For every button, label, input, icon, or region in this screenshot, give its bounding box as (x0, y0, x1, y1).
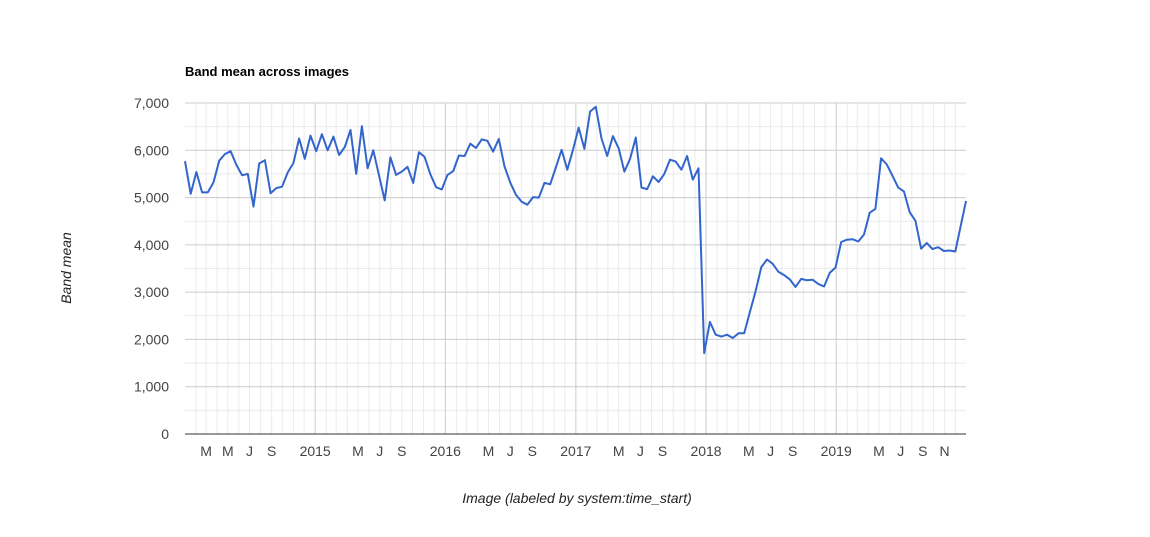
x-tick-label: 2016 (430, 443, 461, 459)
x-tick-label: S (397, 443, 406, 459)
x-tick-label: M (200, 443, 212, 459)
x-axis-title: Image (labeled by system:time_start) (462, 490, 692, 506)
x-tick-label: 2018 (690, 443, 721, 459)
x-tick-label: N (940, 443, 950, 459)
x-tick-label: S (788, 443, 797, 459)
x-axis-tick-labels: M M J S 2015 M J S 2016 M J S 2017 M J S 2018 M J S 2019 M J S N (200, 443, 949, 459)
y-tick-label: 3,000 (134, 284, 169, 300)
x-tick-label: S (528, 443, 537, 459)
x-tick-label: 2015 (300, 443, 331, 459)
x-tick-label: J (767, 443, 774, 459)
x-tick-label: S (918, 443, 927, 459)
y-tick-label: 6,000 (134, 142, 169, 158)
x-tick-label: J (507, 443, 514, 459)
gridlines (185, 102, 966, 434)
y-axis-tick-labels: 0 1,000 2,000 3,000 4,000 5,000 6,000 7,000 (134, 95, 169, 442)
x-tick-label: M (613, 443, 625, 459)
series-line (184, 105, 967, 355)
y-tick-label: 4,000 (134, 237, 169, 253)
x-tick-label: S (267, 443, 276, 459)
x-tick-label: M (873, 443, 885, 459)
x-tick-label: M (352, 443, 364, 459)
y-tick-label: 2,000 (134, 331, 169, 347)
y-axis-title: Band mean (58, 232, 74, 304)
chart-title: Band mean across images (185, 64, 349, 79)
x-tick-label: J (376, 443, 383, 459)
x-tick-label: M (743, 443, 755, 459)
x-tick-label: 2019 (821, 443, 852, 459)
series-layer (184, 105, 967, 355)
x-tick-label: S (658, 443, 667, 459)
x-tick-label: J (897, 443, 904, 459)
x-tick-label: 2017 (560, 443, 591, 459)
y-tick-label: 7,000 (134, 95, 169, 111)
y-tick-label: 5,000 (134, 190, 169, 206)
y-tick-label: 0 (161, 426, 169, 442)
y-tick-label: 1,000 (134, 379, 169, 395)
x-tick-label: M (483, 443, 495, 459)
x-tick-label: J (246, 443, 253, 459)
x-tick-label: M (222, 443, 234, 459)
x-tick-label: J (637, 443, 644, 459)
